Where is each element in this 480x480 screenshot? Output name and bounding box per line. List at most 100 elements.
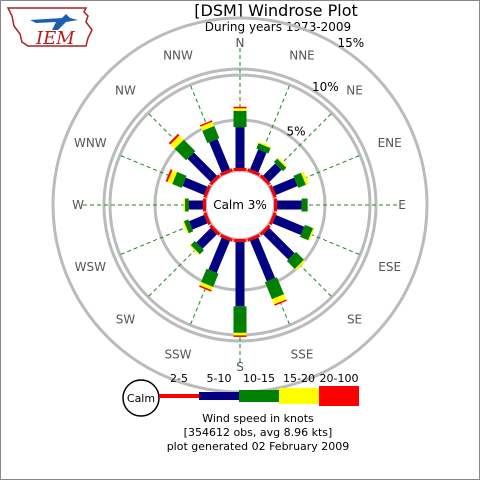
logo-text: IEM [35, 28, 75, 49]
bar-stack-ese [268, 212, 315, 241]
bar-stack-sw [189, 224, 221, 256]
bar-stack-s [233, 239, 247, 337]
bar-nne-15-20 [258, 141, 272, 149]
bar-ne-2-5 [259, 174, 271, 186]
direction-label-wsw: WSW [75, 260, 106, 274]
legend-label-10-15: 10-15 [243, 372, 275, 385]
chart-subtitle: During years 1973-2009 [205, 20, 351, 34]
bar-wnw-15-20 [167, 169, 178, 184]
bar-stack-e [274, 198, 308, 212]
bar-ne-5-10 [263, 163, 282, 182]
bar-stack-ssw [199, 233, 233, 292]
bar-wnw-2-5 [203, 184, 212, 198]
bar-stack-nne [247, 141, 272, 177]
bar-nw-15-20 [170, 135, 184, 149]
bar-sse-5-10 [250, 237, 276, 282]
bar-ssw-2-5 [219, 233, 233, 242]
bar-ene-10-15 [293, 172, 306, 188]
legend-calm-label: Calm [127, 392, 155, 405]
iowa-outline-icon [6, 7, 93, 47]
bar-nw-20-100 [168, 133, 180, 145]
direction-label-w: W [72, 198, 84, 212]
bar-nnw-2-5 [219, 168, 233, 177]
calm-label: Calm 3% [213, 198, 267, 212]
bar-ssw-20-100 [199, 285, 212, 292]
direction-label-s: S [236, 360, 244, 374]
bar-w-2-5 [202, 198, 206, 212]
bar-stack-sse [247, 233, 287, 306]
ring-label-15: 15% [338, 36, 365, 50]
direction-label-se: SE [347, 313, 362, 327]
legend-label-2-5: 2-5 [170, 372, 188, 385]
bar-ssw-5-10 [208, 237, 230, 274]
legend-swatch-15-20 [279, 388, 319, 404]
bar-e-10-15 [301, 198, 308, 212]
bar-stack-se [259, 224, 306, 271]
bar-wnw-10-15 [172, 171, 187, 188]
legend-label-5-10: 5-10 [207, 372, 232, 385]
bar-s-10-15 [233, 306, 247, 333]
ring-label-10: 10% [312, 80, 339, 94]
ring-label-5: 5% [287, 124, 306, 138]
bar-nnw-20-100 [199, 120, 213, 127]
bar-n-2-5 [233, 167, 247, 171]
bar-se-10-15 [286, 251, 304, 269]
bar-w-10-15 [184, 198, 189, 212]
direction-label-e: E [398, 198, 406, 212]
bar-sse-15-20 [271, 294, 287, 305]
bar-n-15-20 [233, 107, 247, 111]
bar-stack-wsw [182, 212, 212, 234]
bar-nnw-10-15 [202, 125, 220, 144]
bar-wsw-10-15 [183, 219, 194, 234]
bar-n-5-10 [235, 127, 245, 168]
bar-stack-wnw [165, 169, 212, 198]
legend-swatch-20-100 [319, 386, 359, 406]
direction-label-nnw: NNW [163, 48, 193, 62]
bar-e-2-5 [274, 198, 278, 212]
bar-nne-10-15 [256, 142, 271, 154]
bar-nw-2-5 [209, 174, 221, 186]
bar-e-5-10 [277, 200, 302, 210]
bar-wsw-15-20 [182, 221, 189, 234]
bar-wnw-5-10 [182, 177, 208, 195]
ring-labels: 5% 10% 15% [287, 36, 365, 138]
legend-label-20-100: 20-100 [320, 372, 359, 385]
direction-label-n: N [236, 36, 245, 50]
bar-sw-10-15 [190, 241, 204, 255]
bar-w-5-10 [188, 200, 203, 210]
bar-stack-nnw [199, 120, 233, 177]
calm-label-bg [210, 197, 268, 212]
bar-se-2-5 [259, 224, 271, 236]
bar-ssw-15-20 [199, 281, 214, 291]
bar-ese-15-20 [308, 228, 315, 241]
bar-stack-ne [259, 157, 288, 186]
legend-swatches: 2-5 5-10 10-15 15-20 20-100 [159, 372, 359, 406]
bar-nw-5-10 [187, 152, 217, 182]
bar-sse-10-15 [264, 277, 284, 300]
bar-ne-15-20 [277, 157, 288, 168]
legend-swatch-10-15 [239, 390, 279, 402]
bar-ese-10-15 [300, 224, 314, 241]
iem-logo: IEM [6, 7, 93, 49]
legend-swatch-2-5 [159, 394, 199, 398]
direction-label-sse: SSE [291, 348, 314, 362]
bar-s-15-20 [233, 332, 247, 336]
bar-ese-5-10 [272, 215, 305, 236]
direction-label-nw: NW [115, 83, 136, 97]
chart-title: [DSM] Windrose Plot [194, 1, 358, 20]
bar-stack-ene [268, 171, 309, 198]
bar-ene-15-20 [300, 171, 309, 185]
bars-group [165, 106, 315, 337]
bar-wsw-2-5 [203, 212, 212, 226]
bar-ssw-10-15 [201, 268, 219, 287]
bar-n-20-100 [233, 106, 247, 109]
bar-nne-5-10 [250, 149, 267, 173]
legend: Calm 2-5 5-10 10-15 15-20 20-100 [122, 372, 359, 417]
legend-title: Wind speed in knots [202, 412, 314, 425]
bar-nnw-15-20 [200, 121, 215, 131]
airplane-icon [30, 14, 78, 30]
bar-sse-2-5 [247, 233, 261, 242]
bar-wsw-5-10 [188, 215, 208, 230]
